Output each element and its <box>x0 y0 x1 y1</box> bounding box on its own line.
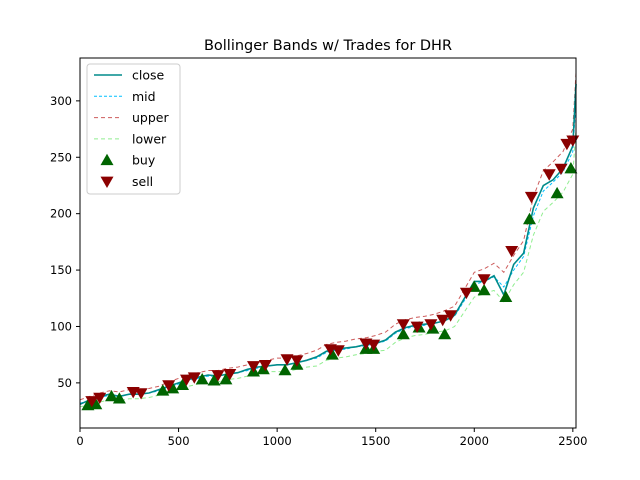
buy-marker <box>550 186 564 199</box>
x-tick-label: 0 <box>76 434 83 448</box>
buy-marker <box>156 384 170 396</box>
y-tick-label: 200 <box>50 207 72 221</box>
buy-marker <box>112 392 126 404</box>
legend-buy-label: buy <box>132 153 156 168</box>
sell-marker <box>280 354 294 366</box>
legend-lower-label: lower <box>132 131 167 146</box>
sell-marker <box>424 319 438 331</box>
x-tick-label: 1500 <box>361 434 390 448</box>
sell-marker <box>211 370 225 382</box>
legend-sell-label: sell <box>132 174 153 189</box>
sell-marker <box>290 355 304 367</box>
buy-marker <box>89 397 103 410</box>
legend-mid-label: mid <box>132 89 156 104</box>
sell-marker <box>410 321 424 333</box>
sell-marker <box>223 369 237 381</box>
x-tick-label: 2500 <box>558 434 587 448</box>
x-tick-label: 2000 <box>460 434 489 448</box>
x-tick-label: 500 <box>168 434 190 448</box>
sell-marker <box>93 392 107 404</box>
plot-frame <box>79 57 577 429</box>
sell-marker <box>187 372 201 384</box>
buy-marker <box>564 162 578 174</box>
legend: close mid upper lower buy sell <box>86 63 181 195</box>
sell-marker <box>436 314 450 327</box>
buy-marker <box>219 373 233 385</box>
buy-marker <box>438 327 452 340</box>
y-tick-label: 250 <box>50 150 72 164</box>
buy-marker <box>105 389 118 402</box>
sell-marker <box>444 310 458 322</box>
buy-marker <box>426 322 440 334</box>
legend-buy-marker <box>100 153 114 166</box>
buy-marker <box>195 373 209 385</box>
sell-marker <box>554 163 568 175</box>
sell-marker <box>134 388 148 400</box>
y-tick-label: 50 <box>57 376 72 390</box>
legend-upper-label: upper <box>132 110 169 125</box>
buy-marker <box>523 212 536 225</box>
buy-marker <box>396 327 410 340</box>
buy-marker <box>166 382 180 394</box>
sell-marker <box>505 246 519 258</box>
buy-marker <box>325 348 339 360</box>
sell-marker <box>180 374 193 386</box>
axes: 0 500 1000 1500 2000 2500 50 100 150 200 250 300 <box>50 94 587 448</box>
legend-sell-marker <box>100 176 114 188</box>
sell-marker <box>162 380 176 392</box>
sell-marker <box>331 345 345 357</box>
sell-marker <box>396 319 410 331</box>
chart-title: Bollinger Bands w/ Trades for DHR <box>204 38 452 54</box>
plot-area <box>79 72 580 411</box>
sell-marker <box>85 396 99 408</box>
buy-marker <box>499 290 513 302</box>
buy-marker <box>278 364 292 376</box>
buy-marker <box>176 378 189 390</box>
x-tick-label: 1000 <box>262 434 291 448</box>
sell-marker <box>524 191 538 204</box>
y-tick-label: 100 <box>50 319 72 333</box>
sell-marker <box>459 287 473 300</box>
sell-marker <box>477 274 491 286</box>
sell-marker <box>367 339 381 351</box>
y-tick-label: 150 <box>50 263 72 277</box>
sell-marker <box>258 360 272 372</box>
series-upper-line <box>79 72 577 401</box>
buy-marker <box>256 362 270 375</box>
sell-marker <box>247 361 260 373</box>
buy-marker <box>207 374 221 386</box>
sell-marker <box>542 169 556 181</box>
buy-marker <box>477 283 491 296</box>
legend-close-label: close <box>132 68 165 83</box>
y-tick-label: 300 <box>50 94 72 108</box>
